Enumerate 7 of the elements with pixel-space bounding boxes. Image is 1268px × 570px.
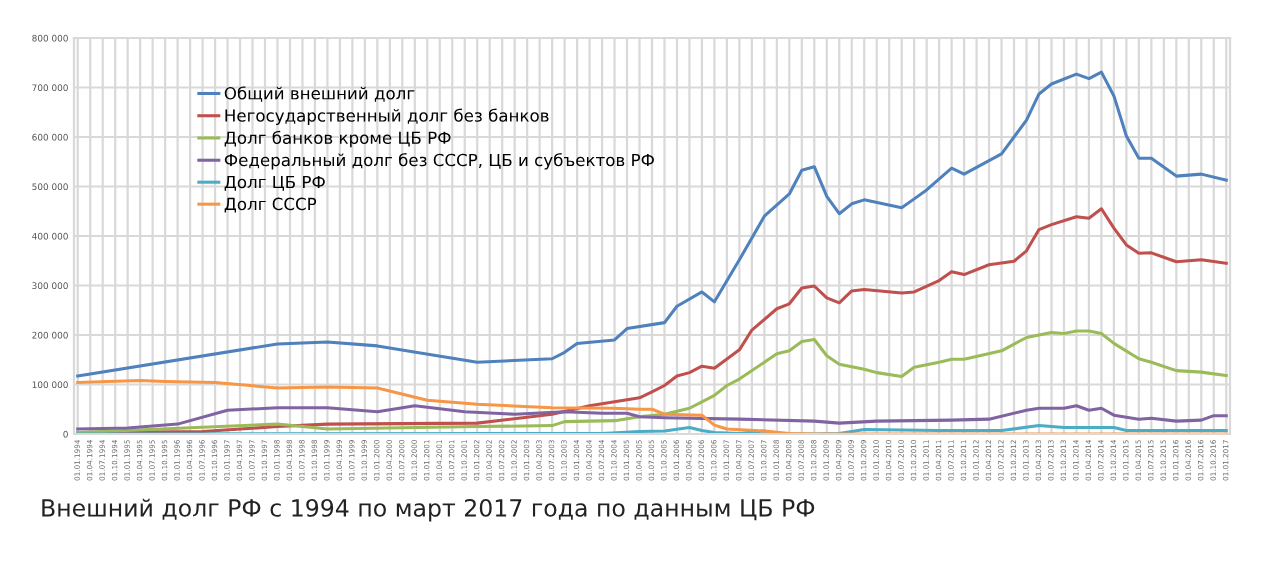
legend-label: Долг банков кроме ЦБ РФ: [224, 130, 451, 148]
legend-label: Федеральный долг без СССР, ЦБ и субъектов РФ: [224, 153, 654, 170]
legend-label: Долг СССР: [224, 197, 317, 213]
legend-label: Негосударственный долг без банков: [225, 108, 549, 126]
text: Внешний долг РФ с 1994 по март 2017 года по данным ЦБ РФ: [42, 498, 815, 522]
legend-label: Общий внешний долг: [224, 86, 415, 102]
legend-label: Долг ЦБ РФ: [224, 175, 325, 191]
